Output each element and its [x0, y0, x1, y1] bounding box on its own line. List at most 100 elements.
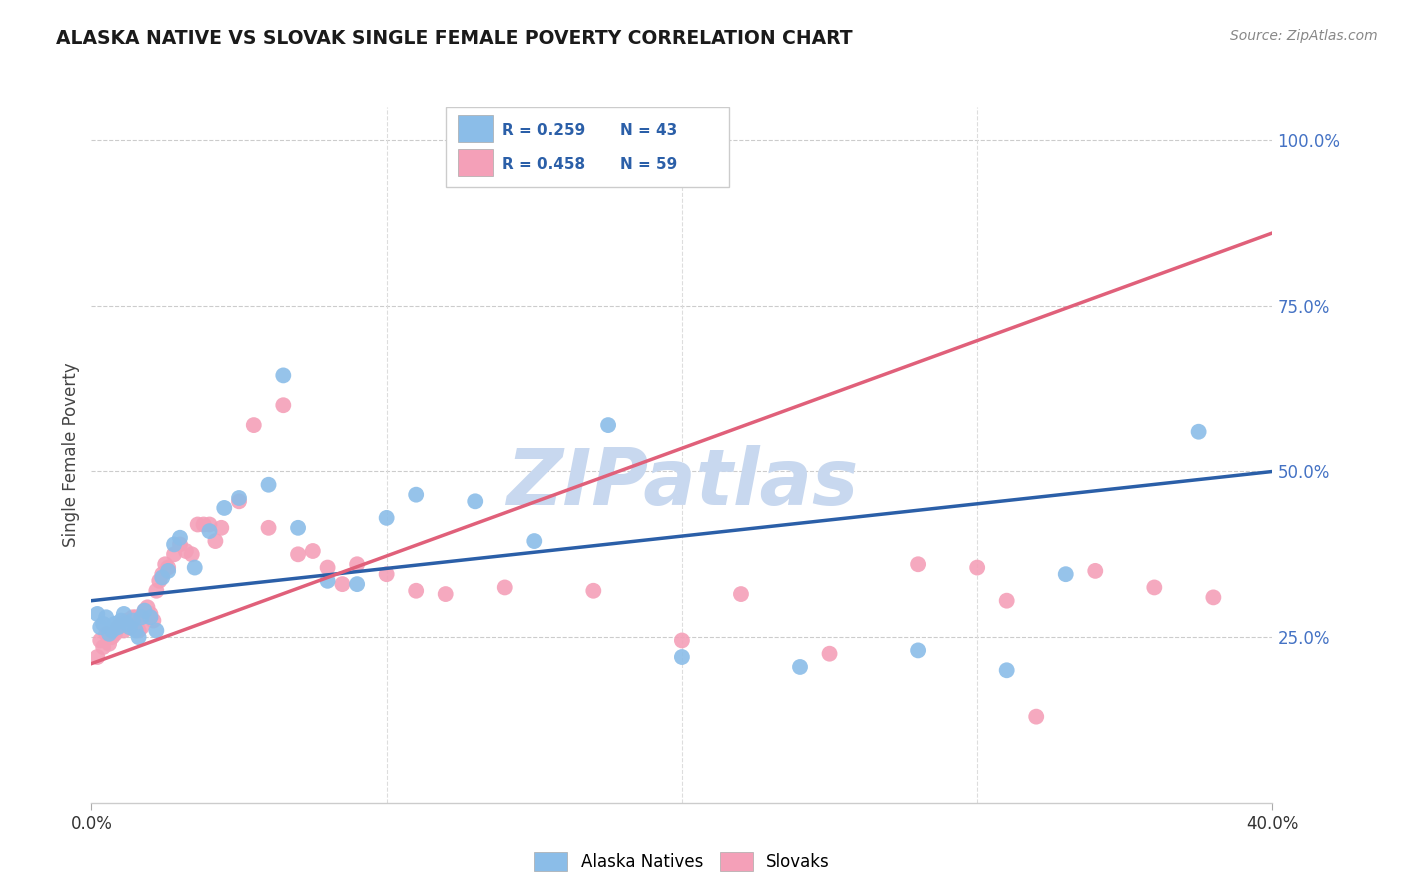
Point	[98, 627, 121, 641]
Point	[730, 587, 752, 601]
Point	[1202, 591, 1225, 605]
Point	[163, 537, 186, 551]
Point	[287, 547, 309, 561]
Point	[157, 560, 180, 574]
Point	[121, 610, 143, 624]
Point	[98, 637, 121, 651]
Point	[228, 494, 250, 508]
Point	[134, 604, 156, 618]
Point	[1187, 425, 1209, 439]
Point	[789, 660, 811, 674]
Point	[104, 616, 127, 631]
Point	[346, 558, 368, 572]
Point	[434, 587, 457, 601]
Point	[287, 521, 309, 535]
Point	[907, 643, 929, 657]
Point	[464, 494, 486, 508]
Point	[124, 624, 148, 638]
Point	[142, 614, 165, 628]
Point	[153, 558, 177, 572]
Point	[145, 624, 167, 638]
Point	[89, 620, 111, 634]
Point	[494, 581, 516, 595]
Point	[193, 517, 215, 532]
FancyBboxPatch shape	[446, 107, 730, 187]
Point	[316, 574, 339, 588]
Point	[104, 627, 127, 641]
Point	[107, 620, 129, 634]
Point	[582, 583, 605, 598]
Point	[523, 534, 546, 549]
Point	[257, 477, 280, 491]
Point	[157, 564, 180, 578]
Point	[907, 558, 929, 572]
Point	[966, 560, 988, 574]
Point	[163, 547, 186, 561]
Point	[128, 624, 150, 638]
Point	[148, 574, 170, 588]
Point	[89, 633, 111, 648]
Point	[257, 521, 280, 535]
Point	[316, 560, 339, 574]
Point	[139, 610, 162, 624]
Point	[183, 560, 207, 574]
Point	[112, 624, 135, 638]
Point	[169, 531, 191, 545]
Text: Source: ZipAtlas.com: Source: ZipAtlas.com	[1230, 29, 1378, 43]
Point	[214, 500, 236, 515]
Point	[169, 537, 191, 551]
Point	[110, 616, 132, 631]
Text: R = 0.458: R = 0.458	[502, 157, 585, 171]
Point	[107, 620, 129, 634]
Point	[180, 547, 202, 561]
Point	[995, 663, 1018, 677]
Point	[86, 607, 108, 621]
Point	[301, 544, 323, 558]
Text: ALASKA NATIVE VS SLOVAK SINGLE FEMALE POVERTY CORRELATION CHART: ALASKA NATIVE VS SLOVAK SINGLE FEMALE PO…	[56, 29, 853, 47]
Point	[209, 521, 232, 535]
Point	[150, 567, 173, 582]
Point	[118, 620, 141, 634]
Point	[101, 630, 124, 644]
Point	[375, 511, 398, 525]
Point	[204, 534, 226, 549]
Point	[198, 517, 221, 532]
Point	[818, 647, 841, 661]
Point	[110, 614, 132, 628]
Text: R = 0.259: R = 0.259	[502, 122, 586, 137]
Point	[596, 418, 619, 433]
Point	[273, 368, 295, 383]
Point	[121, 614, 143, 628]
Point	[145, 583, 167, 598]
Point	[124, 610, 148, 624]
Point	[115, 614, 138, 628]
Point	[995, 593, 1018, 607]
Point	[187, 517, 209, 532]
Point	[174, 544, 197, 558]
Point	[671, 650, 693, 665]
Point	[112, 607, 135, 621]
Point	[346, 577, 368, 591]
Point	[96, 610, 118, 624]
Point	[115, 616, 138, 631]
Point	[405, 583, 427, 598]
FancyBboxPatch shape	[457, 115, 494, 142]
Point	[86, 650, 108, 665]
Point	[91, 616, 114, 631]
Text: N = 43: N = 43	[620, 122, 678, 137]
Point	[131, 610, 153, 624]
Point	[150, 570, 173, 584]
FancyBboxPatch shape	[457, 150, 494, 176]
Text: ZIPatlas: ZIPatlas	[506, 445, 858, 521]
Text: N = 59: N = 59	[620, 157, 678, 171]
Point	[101, 624, 124, 638]
Point	[118, 620, 141, 634]
Point	[1054, 567, 1077, 582]
Legend: Alaska Natives, Slovaks: Alaska Natives, Slovaks	[527, 846, 837, 878]
Point	[405, 488, 427, 502]
Point	[332, 577, 354, 591]
Point	[671, 633, 693, 648]
Point	[131, 620, 153, 634]
Point	[243, 418, 266, 433]
Y-axis label: Single Female Poverty: Single Female Poverty	[62, 363, 80, 547]
